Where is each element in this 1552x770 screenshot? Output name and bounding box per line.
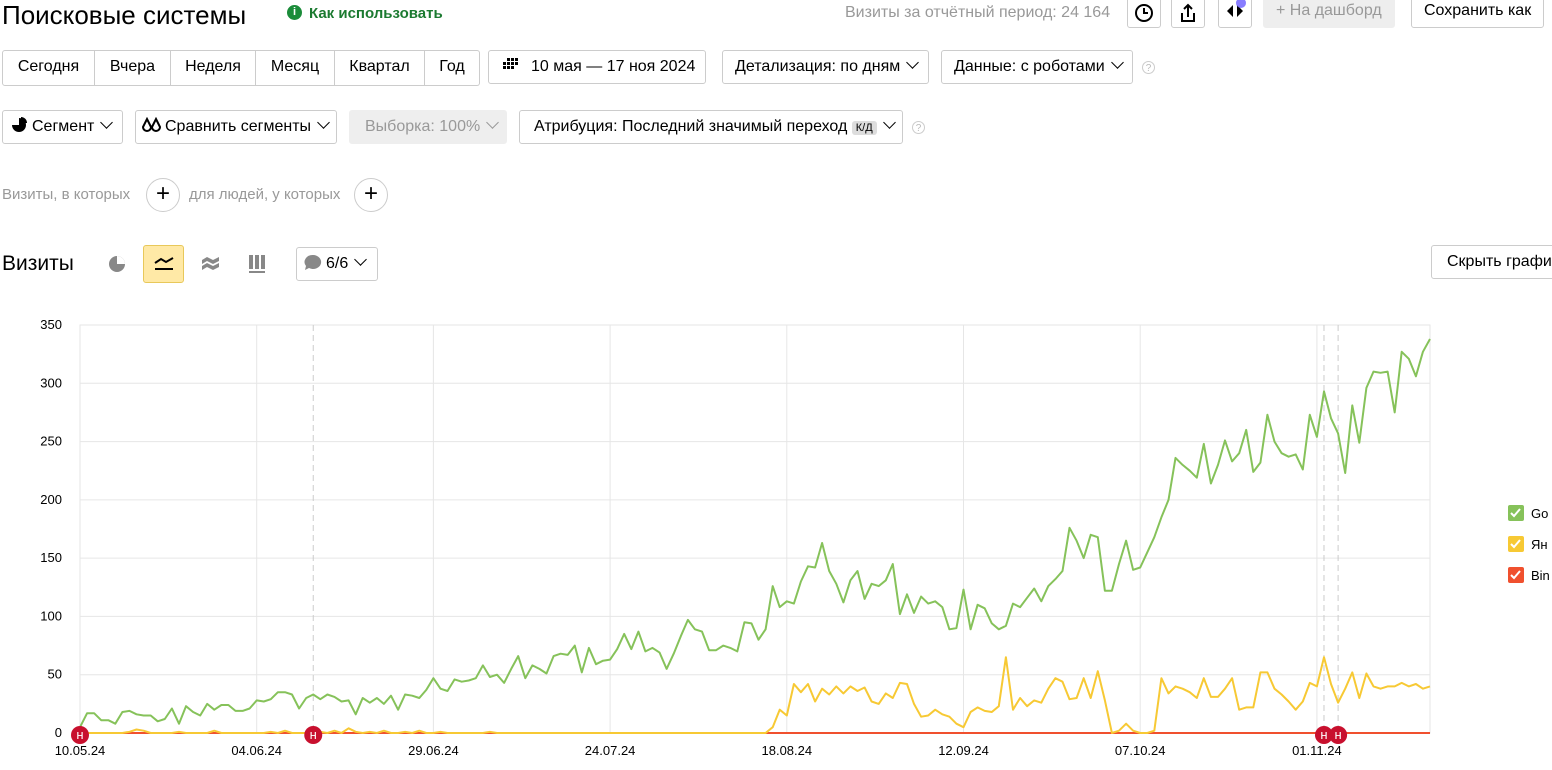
robots-button[interactable]: Данные: с роботами bbox=[941, 50, 1133, 84]
page-title: Поисковые системы bbox=[2, 0, 247, 30]
period-button[interactable]: Сегодня bbox=[2, 50, 95, 86]
y-tick-label: 350 bbox=[40, 317, 62, 332]
attribution-label: Атрибуция: Последний значимый переход bbox=[534, 118, 848, 135]
period-button[interactable]: Месяц bbox=[256, 50, 335, 86]
compare-label: Сравнить сегменты bbox=[165, 118, 312, 135]
detail-button[interactable]: Детализация: по дням bbox=[722, 50, 929, 84]
event-label: н bbox=[310, 727, 317, 742]
legend-check bbox=[1510, 539, 1521, 549]
bar-view-icon bbox=[249, 255, 265, 273]
series-line bbox=[80, 656, 1431, 734]
x-tick-label: 07.10.24 bbox=[1115, 743, 1166, 758]
y-tick-label: 250 bbox=[40, 434, 62, 449]
line-view-icon bbox=[154, 257, 174, 270]
add-filter[interactable]: + bbox=[354, 178, 388, 212]
y-tick-label: 150 bbox=[40, 550, 62, 565]
calendar-icon bbox=[503, 58, 518, 69]
share-button[interactable] bbox=[1171, 0, 1205, 28]
y-tick-label: 50 bbox=[48, 667, 62, 682]
segment-label: Сегмент bbox=[32, 118, 95, 135]
date-button[interactable]: 10 мая — 17 ноя 2024 bbox=[488, 50, 706, 84]
sample-label: Выборка: 100% bbox=[365, 118, 481, 135]
hide-chart-button[interactable]: Скрыть графи bbox=[1431, 245, 1552, 279]
legend-label: Bin bbox=[1531, 568, 1550, 583]
y-tick-label: 100 bbox=[40, 608, 62, 623]
area-view[interactable] bbox=[199, 252, 223, 276]
date-range: 10 мая — 17 ноя 2024 bbox=[531, 58, 696, 75]
segment-button[interactable]: Сегмент bbox=[2, 110, 123, 144]
attribution-button[interactable]: Атрибуция: Последний значимый переход К/… bbox=[519, 110, 903, 144]
legend-check bbox=[1510, 508, 1521, 518]
pie-icon bbox=[12, 117, 27, 132]
save-button[interactable]: Сохранить как bbox=[1411, 0, 1545, 28]
notes-count: 6/6 bbox=[326, 255, 349, 272]
area-view-icon bbox=[202, 257, 219, 270]
event-label: н bbox=[1335, 727, 1342, 742]
event-label: н bbox=[1320, 727, 1327, 742]
assistant-button[interactable] bbox=[1218, 0, 1252, 28]
visits-total: Визиты за отчётный период: 24 164 bbox=[845, 4, 1111, 21]
info-icon: i bbox=[287, 5, 302, 20]
event-marker bbox=[304, 726, 323, 744]
dashboard-label: На дашборд bbox=[1289, 2, 1382, 19]
series-line bbox=[79, 338, 1431, 728]
share-icon bbox=[1181, 3, 1195, 22]
x-tick-label: 18.08.24 bbox=[762, 743, 813, 758]
help-link[interactable]: Как использовать bbox=[309, 5, 443, 22]
robots-label: Данные: с роботами bbox=[954, 58, 1105, 75]
period-button[interactable]: Квартал bbox=[335, 50, 425, 86]
pie-view-icon bbox=[109, 256, 125, 272]
y-tick-label: 200 bbox=[40, 492, 62, 507]
event-marker bbox=[1329, 726, 1348, 744]
event-marker bbox=[71, 726, 89, 744]
x-tick-label: 01.11.24 bbox=[1292, 743, 1342, 758]
x-tick-label: 12.09.24 bbox=[938, 743, 989, 758]
history-button[interactable] bbox=[1127, 0, 1161, 28]
chart: 0 50 100 150 200 250 300 350 10.05.24 04.06.24 29.… bbox=[40, 317, 1550, 758]
legend-label: Ян bbox=[1531, 537, 1548, 552]
help-icon[interactable]: ? bbox=[912, 121, 925, 134]
period-button[interactable]: Неделя bbox=[171, 50, 256, 86]
attribution-badge: К/Д bbox=[851, 121, 877, 135]
y-tick-label: 0 bbox=[55, 725, 62, 740]
y-tick-label: 300 bbox=[40, 375, 62, 390]
detail-label: Детализация: по дням bbox=[735, 58, 901, 75]
compare-button[interactable]: Сравнить сегменты bbox=[135, 110, 337, 144]
help-icon[interactable]: ? bbox=[1142, 61, 1155, 74]
line-view[interactable] bbox=[143, 245, 184, 283]
dashboard-button[interactable]: + На дашборд bbox=[1263, 0, 1395, 28]
assistant-icon bbox=[1227, 0, 1246, 17]
pie-view[interactable] bbox=[106, 253, 128, 275]
panel-title: Визиты bbox=[2, 252, 74, 275]
x-tick-label: 04.06.24 bbox=[231, 743, 282, 758]
comment-icon bbox=[304, 254, 322, 270]
filter-label: Визиты, в которых bbox=[2, 186, 131, 203]
plot-area bbox=[79, 324, 1431, 734]
legend-label: Go bbox=[1531, 506, 1548, 521]
notes-button[interactable]: 6/6 bbox=[296, 247, 378, 281]
x-tick-label: 29.06.24 bbox=[408, 743, 459, 758]
x-tick-label: 24.07.24 bbox=[585, 743, 636, 758]
drops-icon bbox=[141, 116, 162, 132]
add-filter[interactable]: + bbox=[146, 178, 180, 212]
event-label: н bbox=[76, 727, 83, 742]
event-marker bbox=[1314, 726, 1333, 744]
period-group: Сегодня Вчера Неделя Месяц Квартал Год bbox=[2, 50, 480, 86]
legend-check bbox=[1510, 570, 1521, 580]
clock-icon bbox=[1135, 4, 1153, 22]
bar-view[interactable] bbox=[246, 252, 270, 276]
x-tick-label: 10.05.24 bbox=[55, 743, 106, 758]
sample-button[interactable]: Выборка: 100% bbox=[349, 110, 507, 144]
period-button[interactable]: Вчера bbox=[95, 50, 171, 86]
filter-label: для людей, у которых bbox=[189, 186, 341, 203]
period-button[interactable]: Год bbox=[425, 50, 480, 86]
